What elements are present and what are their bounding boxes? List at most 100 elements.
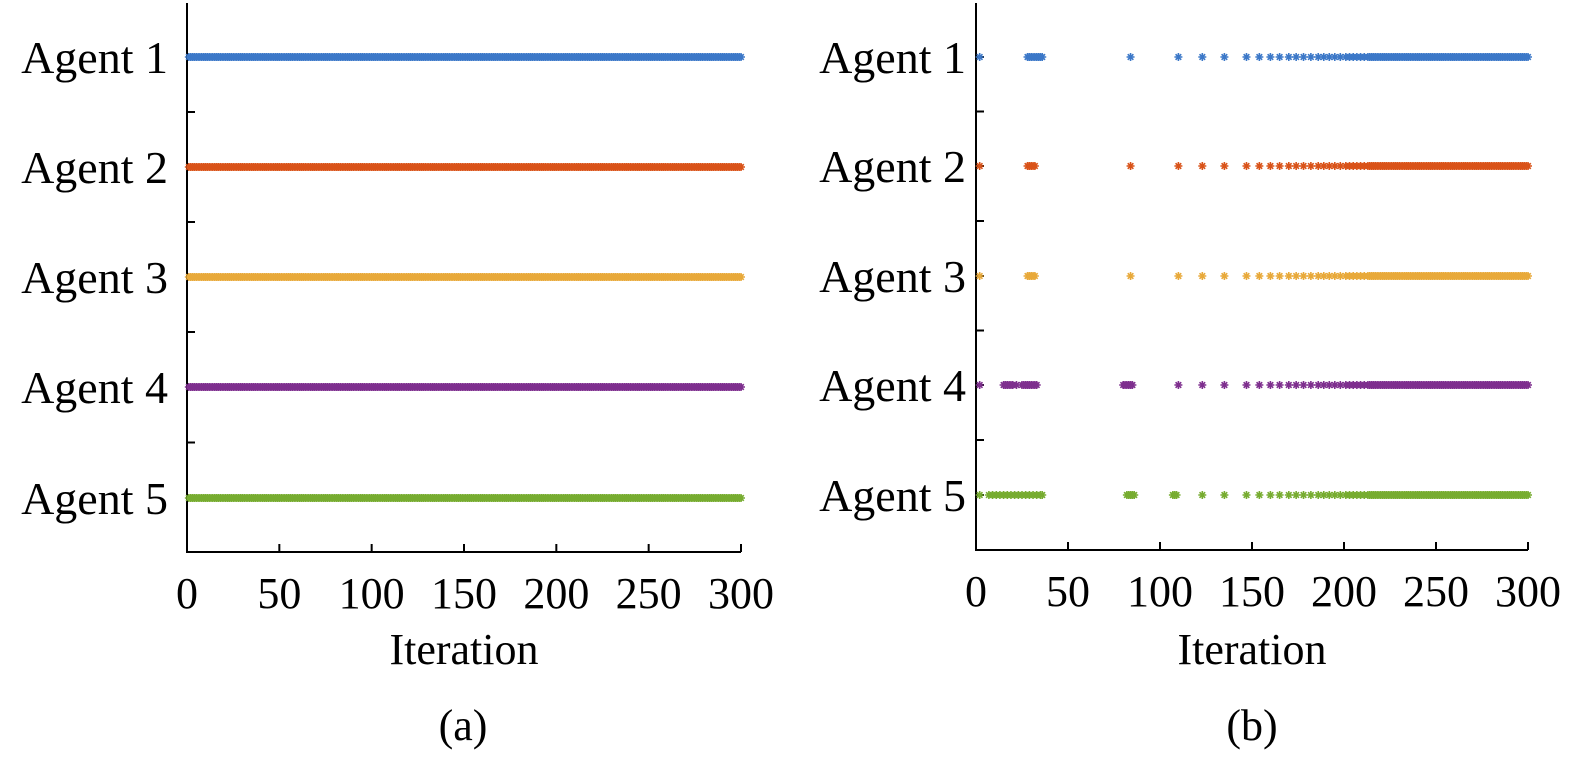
series-1 xyxy=(184,52,746,62)
data-point xyxy=(1219,52,1230,62)
data-point xyxy=(1197,52,1208,62)
data-point xyxy=(1241,52,1252,62)
series-2 xyxy=(974,161,1533,171)
data-point xyxy=(1274,52,1285,62)
y-category-label: Agent 4 xyxy=(819,360,966,411)
data-point xyxy=(1284,380,1294,390)
x-tick-label: 250 xyxy=(1403,567,1469,616)
data-point xyxy=(736,272,746,282)
x-tick-label: 100 xyxy=(1127,567,1193,616)
data-point xyxy=(1265,161,1276,171)
data-point xyxy=(1298,490,1309,500)
chart-panel-2: 0 50 100 150 200 250 300 Iteration (b) Agent 1 Age… xyxy=(819,3,1561,750)
series-1 xyxy=(974,52,1533,62)
data-point xyxy=(1291,490,1301,500)
y-category-label: Agent 2 xyxy=(21,142,168,193)
data-point xyxy=(974,161,985,171)
data-point xyxy=(1254,490,1265,500)
data-point xyxy=(1173,380,1184,390)
x-tick-label: 200 xyxy=(523,569,589,618)
data-point xyxy=(1274,161,1285,171)
x-tick-label: 0 xyxy=(965,567,987,616)
x-tick-label: 200 xyxy=(1311,567,1377,616)
x-tick-label: 150 xyxy=(431,569,497,618)
y-category-label: Agent 1 xyxy=(819,32,966,83)
series-5 xyxy=(184,493,746,503)
data-point xyxy=(1125,161,1136,171)
data-point xyxy=(1197,161,1208,171)
data-point xyxy=(1298,380,1309,390)
data-point xyxy=(1274,380,1285,390)
x-tick-label: 100 xyxy=(339,569,405,618)
series-4 xyxy=(184,382,746,392)
y-category-label: Agent 3 xyxy=(21,252,168,303)
x-tick-label: 300 xyxy=(1495,567,1561,616)
data-point xyxy=(1254,271,1265,281)
data-point xyxy=(736,493,746,503)
x-axis-label: Iteration xyxy=(389,625,538,674)
data-point xyxy=(1291,271,1301,281)
data-point xyxy=(1265,380,1276,390)
x-tick-label: 150 xyxy=(1219,567,1285,616)
x-axis-label: Iteration xyxy=(1177,625,1326,674)
data-point xyxy=(1284,271,1294,281)
y-category-label: Agent 3 xyxy=(819,251,966,302)
data-point xyxy=(1291,380,1301,390)
data-point xyxy=(1219,271,1230,281)
panel-caption: (a) xyxy=(439,701,488,750)
data-point xyxy=(1284,490,1294,500)
data-point xyxy=(974,490,985,500)
data-point xyxy=(974,380,985,390)
data-point xyxy=(1241,380,1252,390)
data-point xyxy=(1173,271,1184,281)
data-point xyxy=(1125,52,1136,62)
data-point xyxy=(1173,52,1184,62)
data-point xyxy=(974,271,985,281)
series-2 xyxy=(184,162,746,172)
panel-caption: (b) xyxy=(1226,701,1277,750)
data-point xyxy=(1284,52,1294,62)
data-point xyxy=(1298,52,1309,62)
data-point xyxy=(1241,161,1252,171)
data-point xyxy=(1197,490,1208,500)
data-point xyxy=(1274,271,1285,281)
data-point xyxy=(1284,161,1294,171)
y-category-label: Agent 1 xyxy=(21,32,168,83)
data-point xyxy=(1306,52,1316,62)
data-point xyxy=(1291,161,1301,171)
data-point xyxy=(1197,271,1208,281)
data-point xyxy=(736,52,746,62)
x-tick-label: 50 xyxy=(257,569,301,618)
data-point xyxy=(1274,490,1285,500)
data-point xyxy=(974,52,985,62)
data-point xyxy=(1306,161,1316,171)
data-point xyxy=(1125,271,1136,281)
data-point xyxy=(1219,490,1230,500)
y-category-label: Agent 5 xyxy=(21,473,168,524)
series-4 xyxy=(974,380,1533,390)
data-point xyxy=(1241,490,1252,500)
data-point xyxy=(1219,161,1230,171)
data-point xyxy=(1291,52,1301,62)
data-point xyxy=(1173,161,1184,171)
chart-panel-1: 0 50 100 150 200 250 300 Iteration (a) Agent 1 Age… xyxy=(21,3,774,750)
x-tick-label: 300 xyxy=(708,569,774,618)
data-point xyxy=(1306,490,1316,500)
data-point xyxy=(1171,490,1182,500)
data-point xyxy=(1254,380,1265,390)
data-point xyxy=(1265,490,1276,500)
data-point xyxy=(1265,271,1276,281)
y-category-label: Agent 4 xyxy=(21,362,168,413)
data-point xyxy=(1197,380,1208,390)
data-point xyxy=(1306,380,1316,390)
series-3 xyxy=(184,272,746,282)
x-tick-label: 0 xyxy=(176,569,198,618)
data-point xyxy=(1241,271,1252,281)
x-tick-label: 250 xyxy=(616,569,682,618)
data-point xyxy=(1219,380,1230,390)
y-category-label: Agent 5 xyxy=(819,470,966,521)
data-point xyxy=(1298,161,1309,171)
data-point xyxy=(1298,271,1309,281)
data-point xyxy=(1306,271,1316,281)
